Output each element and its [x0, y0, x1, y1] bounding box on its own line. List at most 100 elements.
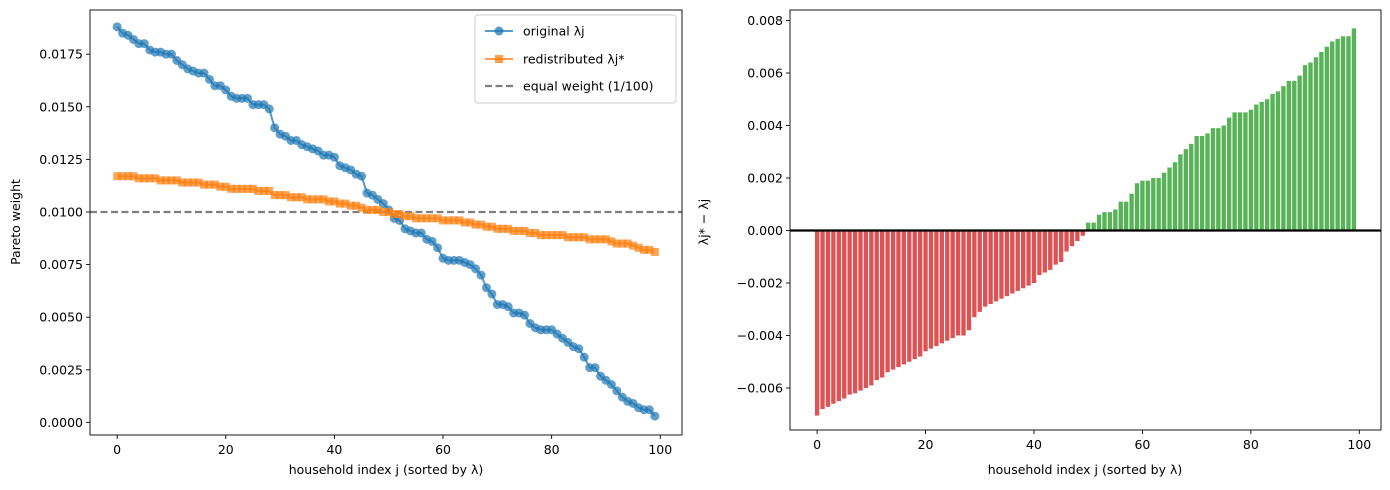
- redistributed-point: [270, 191, 279, 200]
- original-point: [357, 171, 367, 181]
- y-tick-label: 0.0100: [39, 204, 83, 219]
- redistributed-point: [205, 180, 214, 189]
- redistributed-point: [482, 222, 491, 231]
- redistributed-point: [390, 210, 399, 219]
- difference-bar: [1189, 143, 1194, 231]
- redistributed-point: [172, 176, 181, 185]
- difference-bar: [972, 230, 977, 318]
- difference-bars: [814, 28, 1357, 416]
- difference-bar: [1064, 230, 1069, 252]
- difference-bar: [1346, 36, 1351, 231]
- difference-bar: [1134, 183, 1140, 231]
- redistributed-point: [254, 186, 263, 195]
- difference-bar: [1335, 38, 1340, 231]
- redistributed-point: [455, 216, 464, 225]
- difference-bar: [1297, 75, 1302, 231]
- redistributed-point: [639, 245, 648, 254]
- original-point: [650, 411, 660, 421]
- original-point: [606, 380, 616, 390]
- redistributed-point: [422, 214, 431, 223]
- difference-bar: [955, 230, 961, 336]
- left-x-ticks: 0 20 40 60 80 100: [113, 435, 672, 457]
- redistributed-point: [134, 174, 143, 183]
- difference-bar: [1107, 212, 1113, 231]
- redistributed-point: [297, 193, 306, 202]
- original-point: [471, 264, 481, 274]
- redistributed-point: [324, 197, 333, 206]
- difference-bar: [999, 230, 1004, 299]
- redistributed-point: [645, 245, 654, 254]
- difference-bar: [1123, 201, 1129, 231]
- redistributed-point: [591, 235, 600, 244]
- redistributed-point: [178, 178, 187, 187]
- original-point: [270, 123, 280, 133]
- redistributed-point: [601, 235, 610, 244]
- right-y-axis-label: λj* − λj: [696, 199, 711, 245]
- difference-bar: [1178, 154, 1183, 231]
- difference-bar: [912, 230, 917, 360]
- difference-bar: [814, 230, 820, 416]
- redistributed-point: [515, 226, 524, 235]
- difference-bar: [869, 230, 874, 386]
- difference-bar: [977, 230, 982, 312]
- difference-bar: [1037, 230, 1042, 276]
- difference-bar: [901, 230, 907, 365]
- redistributed-point: [612, 239, 621, 248]
- original-point: [329, 152, 339, 162]
- left-chart: 0.0000 0.0025 0.0050 0.0075 0.0100 0.0125 0.01…: [8, 9, 683, 477]
- difference-bar: [1010, 230, 1015, 294]
- legend-item-equal-weight: equal weight (1/100): [485, 79, 654, 94]
- original-point: [476, 270, 486, 280]
- redistributed-point: [536, 231, 545, 240]
- difference-bar: [923, 230, 928, 352]
- redistributed-point: [525, 229, 534, 238]
- original-point: [519, 310, 529, 320]
- redistributed-point: [439, 216, 448, 225]
- original-point: [433, 243, 443, 253]
- redistributed-point: [124, 172, 133, 181]
- redistributed-point: [292, 193, 301, 202]
- x-tick-label: 80: [1243, 437, 1259, 452]
- redistributed-point: [487, 222, 496, 231]
- redistributed-point: [140, 174, 149, 183]
- redistributed-point: [553, 231, 562, 240]
- redistributed-point: [368, 205, 377, 214]
- right-chart: −0.006 −0.004 −0.002 0.000 0.002 0.004 0.006 0.…: [696, 9, 1382, 477]
- difference-bar: [1259, 101, 1264, 231]
- y-tick-label: 0.0125: [39, 152, 83, 167]
- redistributed-point: [200, 180, 209, 189]
- difference-bar: [988, 230, 993, 304]
- x-tick-label: 60: [435, 442, 451, 457]
- redistributed-point: [466, 218, 475, 227]
- y-tick-label: 0.006: [747, 66, 783, 81]
- redistributed-point: [314, 195, 323, 204]
- redistributed-point: [563, 233, 572, 242]
- series-redistributed: [113, 172, 659, 256]
- original-point: [204, 74, 214, 84]
- y-tick-label: 0.0175: [39, 47, 83, 62]
- difference-bar: [1151, 178, 1156, 231]
- original-point: [166, 49, 176, 59]
- redistributed-point: [574, 233, 583, 242]
- difference-bar: [880, 230, 885, 378]
- difference-bar: [950, 230, 955, 339]
- difference-bar: [863, 230, 869, 388]
- difference-bar: [1145, 180, 1151, 231]
- difference-bar: [939, 230, 944, 344]
- original-point: [416, 228, 426, 238]
- difference-bar: [1319, 52, 1324, 231]
- difference-bar: [1026, 230, 1031, 286]
- redistributed-point: [232, 184, 241, 193]
- difference-bar: [1156, 178, 1161, 231]
- difference-bar: [1281, 86, 1286, 231]
- difference-bar: [820, 230, 825, 409]
- left-x-axis-label: household index j (sorted by λ): [289, 462, 484, 477]
- redistributed-point: [194, 178, 203, 187]
- difference-bar: [1075, 230, 1080, 241]
- left-y-ticks: 0.0000 0.0025 0.0050 0.0075 0.0100 0.0125 0.01…: [39, 47, 90, 430]
- redistributed-point: [162, 176, 171, 185]
- original-point: [481, 283, 491, 293]
- x-tick-label: 100: [1347, 437, 1371, 452]
- right-y-ticks: −0.006 −0.004 −0.002 0.000 0.002 0.004 0.006 0.…: [737, 13, 790, 396]
- difference-bar: [928, 230, 934, 349]
